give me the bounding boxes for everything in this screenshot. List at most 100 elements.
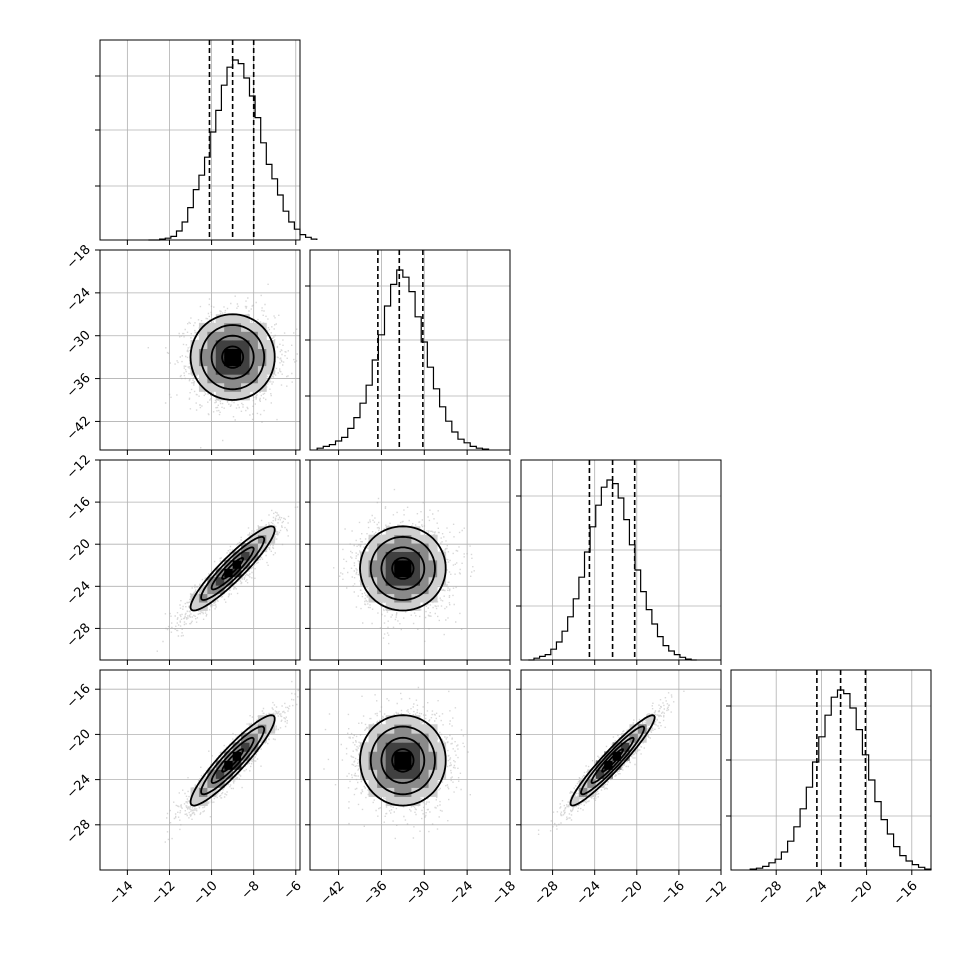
y-tick-label: −28 bbox=[64, 817, 94, 847]
contour-line bbox=[200, 725, 266, 796]
density-cell bbox=[385, 715, 395, 725]
contour-line bbox=[200, 536, 266, 601]
contour-line bbox=[221, 557, 245, 580]
contour-line bbox=[210, 546, 255, 591]
density-cell bbox=[420, 742, 429, 752]
density-cell bbox=[402, 796, 412, 806]
density-cell bbox=[241, 551, 250, 561]
y-tick-label: −20 bbox=[64, 727, 94, 757]
density-cell bbox=[420, 534, 429, 544]
density-cell bbox=[385, 751, 395, 761]
density-cell bbox=[420, 585, 429, 595]
density-cell bbox=[621, 742, 630, 752]
hist-panel-0 bbox=[95, 39, 318, 245]
y-tick-label: −24 bbox=[64, 772, 94, 802]
density-cell bbox=[411, 796, 421, 806]
contour-line bbox=[369, 535, 436, 601]
density-cell bbox=[198, 357, 208, 367]
density-cell bbox=[411, 551, 421, 561]
density-cell bbox=[394, 760, 404, 770]
density-cell bbox=[249, 331, 259, 341]
panel-bg bbox=[100, 460, 300, 660]
density-cell bbox=[377, 551, 387, 561]
density-cell bbox=[420, 593, 429, 603]
panel-content bbox=[164, 680, 299, 843]
x-tick-label: −6 bbox=[281, 878, 305, 902]
density-cell bbox=[587, 787, 597, 797]
density-cell bbox=[215, 348, 225, 358]
density-cell bbox=[394, 551, 404, 561]
panel-frame bbox=[309, 249, 511, 451]
density-cell bbox=[437, 760, 447, 770]
density-cell bbox=[207, 340, 217, 349]
density-cell bbox=[224, 322, 234, 332]
density-cell bbox=[215, 340, 225, 349]
contour-line bbox=[189, 313, 276, 401]
density-cell bbox=[232, 348, 242, 358]
contour-line bbox=[189, 714, 276, 807]
density-cell bbox=[232, 357, 242, 367]
panel-bg bbox=[100, 40, 300, 240]
x-tick-label: −18 bbox=[489, 878, 519, 908]
contour-line bbox=[369, 725, 436, 796]
density-cell bbox=[385, 742, 395, 752]
density-cell bbox=[215, 331, 225, 341]
density-cell bbox=[377, 585, 387, 595]
density-cell bbox=[207, 382, 217, 392]
density-cell bbox=[411, 568, 421, 578]
density-cell bbox=[257, 331, 267, 341]
contour-line bbox=[200, 324, 266, 391]
panel-2-0 bbox=[95, 459, 301, 665]
density-cell bbox=[232, 751, 242, 761]
density-cell bbox=[428, 568, 438, 578]
density-cell bbox=[637, 724, 647, 734]
density-cell bbox=[257, 534, 267, 544]
density-cell bbox=[360, 760, 369, 770]
panel-bg bbox=[100, 670, 300, 870]
density-cell bbox=[232, 314, 242, 324]
density-cell bbox=[232, 560, 242, 569]
density-cell bbox=[437, 551, 447, 561]
density-cell bbox=[420, 543, 429, 552]
density-cell bbox=[190, 796, 200, 806]
panel-2-1 bbox=[305, 459, 511, 665]
density-cell bbox=[394, 724, 404, 734]
density-cell bbox=[368, 751, 378, 761]
x-tick-label: −16 bbox=[891, 878, 921, 908]
density-cell bbox=[257, 724, 267, 734]
panel-content bbox=[323, 686, 471, 840]
density-cell bbox=[368, 760, 378, 770]
x-tick-label: −24 bbox=[446, 878, 476, 908]
density-cell bbox=[215, 357, 225, 367]
density-cell bbox=[232, 340, 242, 349]
density-cell bbox=[207, 576, 217, 586]
y-tick-label: −24 bbox=[64, 285, 94, 315]
density-cell bbox=[385, 778, 395, 788]
panel-3-0 bbox=[95, 669, 301, 875]
density-cell bbox=[394, 593, 404, 603]
density-cell bbox=[402, 534, 412, 544]
density-cell bbox=[249, 551, 259, 561]
density-cell bbox=[437, 568, 447, 578]
panel-frame bbox=[99, 669, 301, 871]
density-cell bbox=[377, 593, 387, 603]
y-tick-label: −16 bbox=[64, 681, 94, 711]
density-cell bbox=[629, 724, 639, 734]
contour-line bbox=[391, 557, 415, 580]
density-cell bbox=[411, 742, 421, 752]
density-cell bbox=[241, 331, 250, 341]
density-cell bbox=[257, 357, 267, 367]
density-cell bbox=[385, 576, 395, 586]
panel-frame bbox=[99, 39, 301, 241]
x-tick-label: −28 bbox=[755, 878, 785, 908]
density-cell bbox=[368, 543, 378, 552]
panel-content bbox=[156, 506, 299, 652]
density-cell bbox=[428, 778, 438, 788]
density-cell bbox=[249, 382, 259, 392]
contour-line bbox=[359, 525, 447, 612]
scatter-points bbox=[333, 488, 475, 645]
density-cell bbox=[385, 568, 395, 578]
density-cell bbox=[257, 526, 267, 536]
density-cell bbox=[420, 769, 429, 779]
density-cell bbox=[360, 751, 369, 761]
